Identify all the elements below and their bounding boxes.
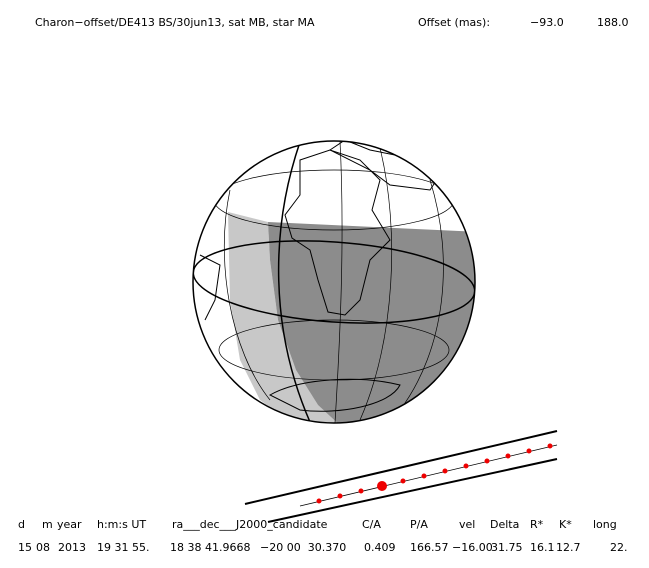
cell: 12.7 (556, 541, 581, 554)
column-headers: d m year h:m:s UT ra___dec___J2000_candi… (18, 518, 617, 531)
offset-value: −93.0 (530, 16, 564, 29)
time-points (316, 443, 553, 504)
column-header: h:m:s UT (97, 518, 146, 531)
column-header: year (57, 518, 82, 531)
column-header: d (18, 518, 25, 531)
column-header: long (593, 518, 617, 531)
cell: 19 31 55. (97, 541, 149, 554)
cell: 08 (36, 541, 50, 554)
cell: −20 00 30.370 (260, 541, 346, 554)
continent (199, 254, 221, 321)
column-header: R* (530, 518, 544, 531)
cell: 22. (610, 541, 628, 554)
column-header: ra___dec___J2000_candidate (172, 518, 328, 531)
offset-label: Offset (mas): (418, 16, 490, 29)
cell: 31.75 (491, 541, 523, 554)
cell: 0.409 (364, 541, 396, 554)
globe-outline (192, 140, 476, 424)
column-header: C/A (362, 518, 381, 531)
penumbra (228, 212, 345, 423)
cell: 166.57 (410, 541, 449, 554)
column-header: P/A (410, 518, 428, 531)
shadow (268, 222, 475, 423)
column-header: vel (459, 518, 475, 531)
cell: −16.00 (452, 541, 493, 554)
track (244, 430, 558, 523)
track-limit (267, 458, 558, 523)
globe (192, 140, 476, 424)
column-header: Delta (490, 518, 519, 531)
track-limit (244, 430, 558, 505)
column-header: K* (559, 518, 572, 531)
continent (268, 378, 401, 412)
column-header: m (42, 518, 53, 531)
data-row: 15 08 2013 19 31 55. 18 38 41.9668 −20 0… (18, 541, 628, 554)
centerline (299, 444, 558, 507)
offset-value: 188.0 (597, 16, 629, 29)
cell: 18 38 41.9668 (170, 541, 250, 554)
cell: 2013 (58, 541, 86, 554)
title: Charon−offset/DE413 BS/30jun13, sat MB, … (35, 16, 315, 29)
cell: 16.1 (530, 541, 555, 554)
cell: 15 (18, 541, 32, 554)
